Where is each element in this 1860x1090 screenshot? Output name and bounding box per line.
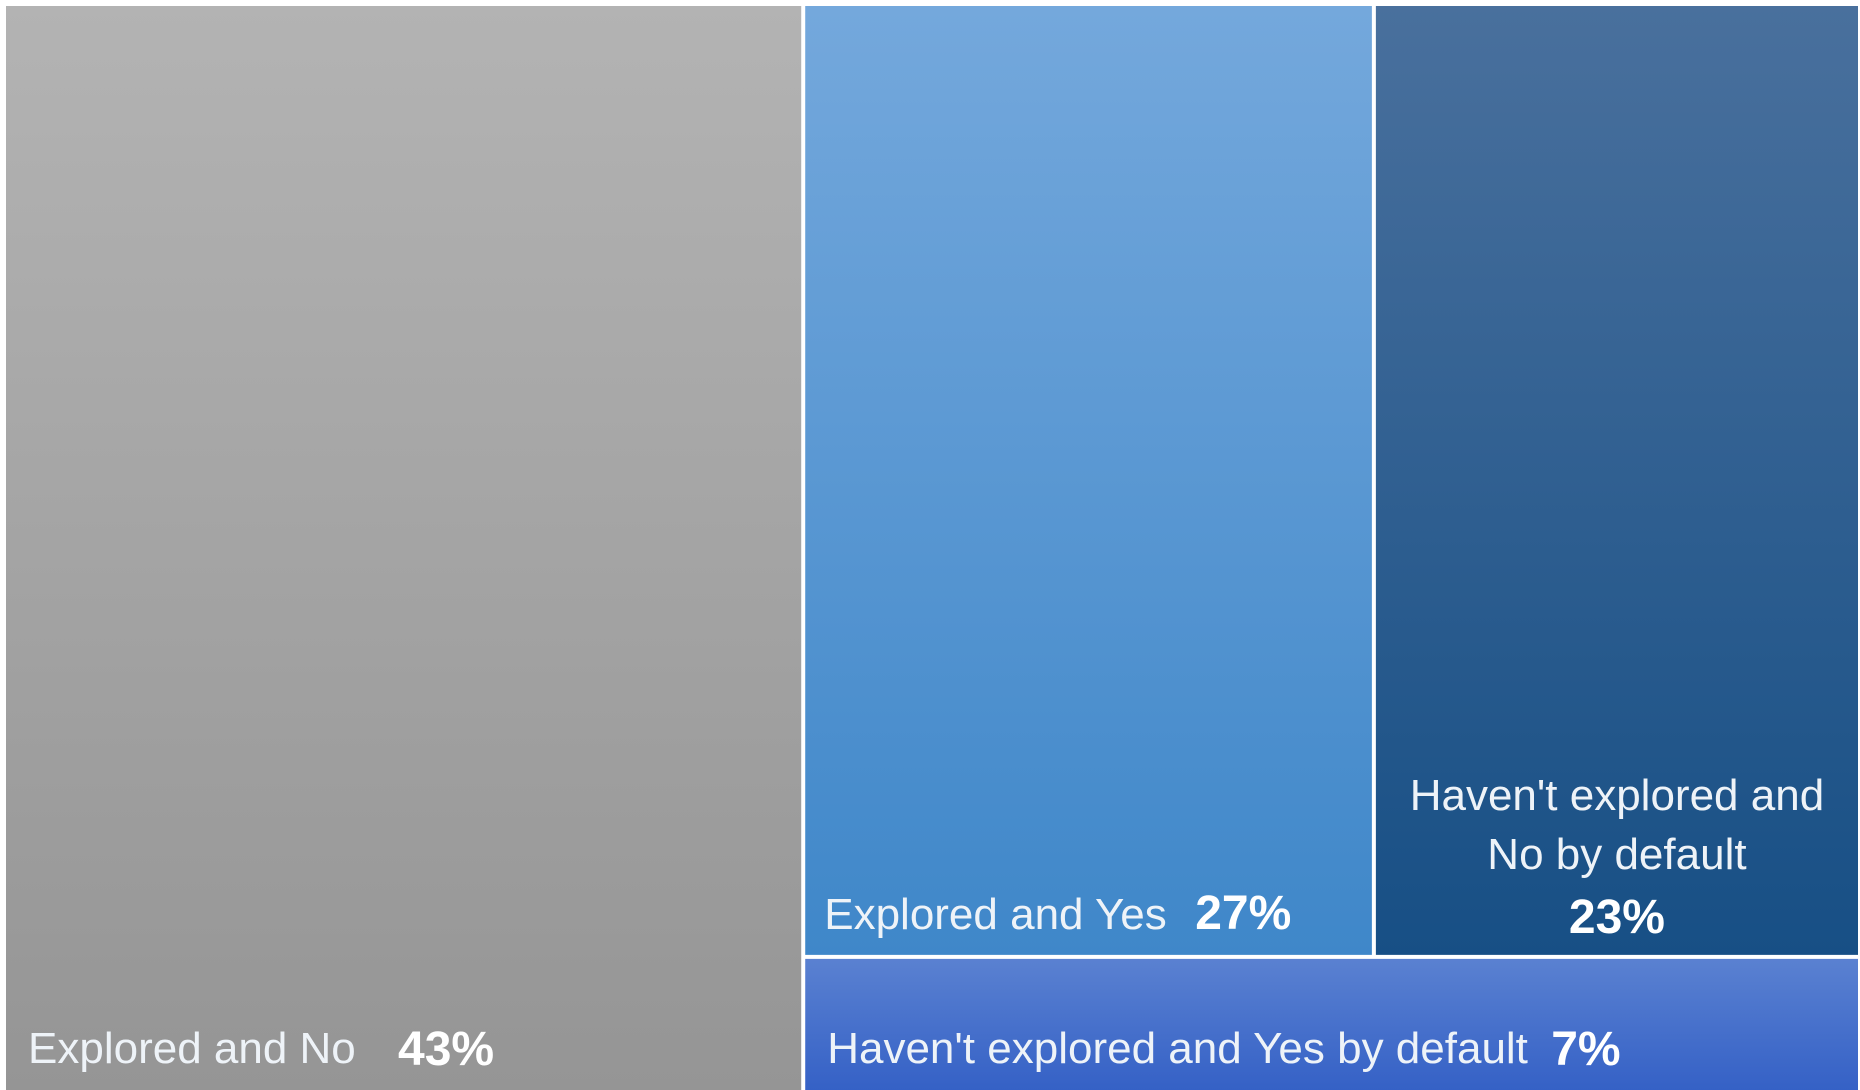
treemap-tile-haven-t-explored-and-yes-by-default <box>805 958 1858 1090</box>
tile-label-line1-havent-explored-no: Haven't explored and <box>1410 771 1824 820</box>
tile-value-havent-explored-yes: 7% <box>1551 1023 1620 1076</box>
tile-value-havent-explored-no: 23% <box>1569 891 1665 944</box>
tile-label-explored-and-yes: Explored and Yes <box>824 890 1167 939</box>
tile-value-explored-and-no: 43% <box>398 1023 494 1076</box>
treemap-tile-explored-and-no <box>6 6 802 1090</box>
treemap-tile-haven-t-explored-and-no-by-default <box>1375 6 1858 955</box>
tile-label-line2-havent-explored-no: No by default <box>1487 830 1746 879</box>
tile-label-explored-and-no: Explored and No <box>28 1024 356 1073</box>
treemap-tile-explored-and-yes <box>805 6 1372 955</box>
tile-value-explored-and-yes: 27% <box>1195 887 1291 940</box>
tile-label-havent-explored-yes: Haven't explored and Yes by default <box>827 1024 1528 1073</box>
